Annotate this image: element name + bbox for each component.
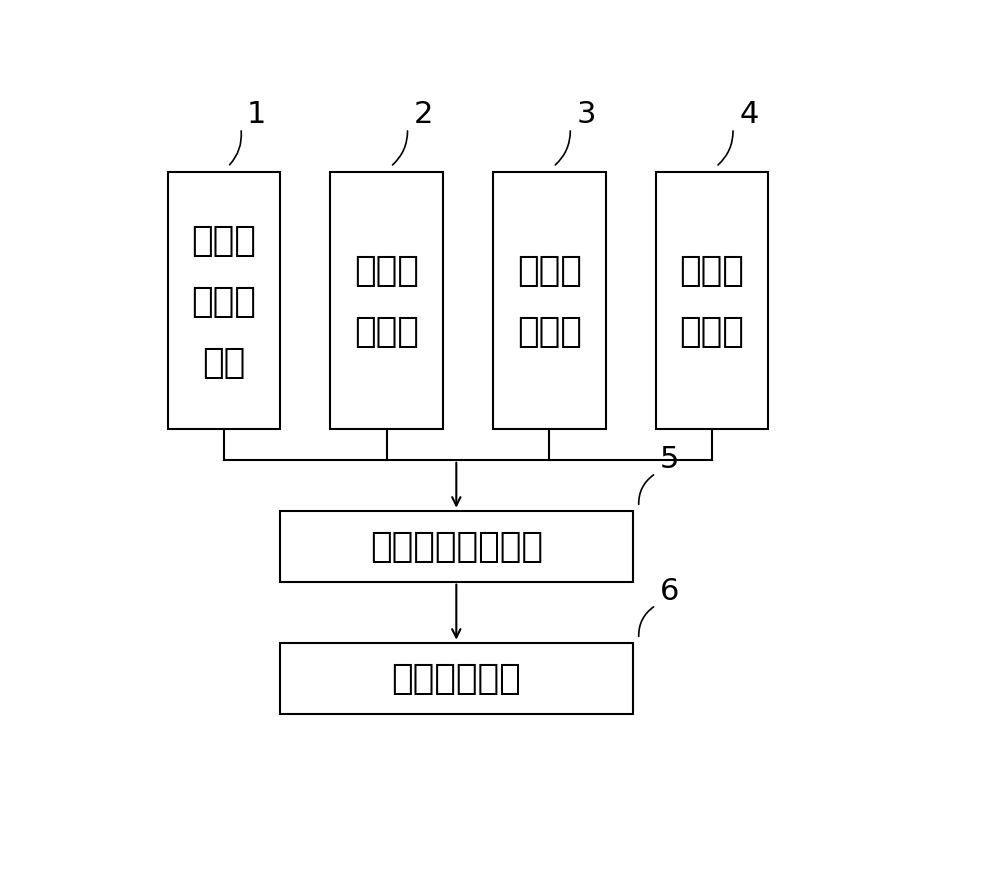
- Text: 数値仿真单元: 数値仿真单元: [391, 661, 521, 695]
- Text: 5: 5: [660, 445, 679, 474]
- Text: 4: 4: [739, 100, 759, 129]
- Text: 1: 1: [247, 100, 266, 129]
- Text: 3: 3: [576, 100, 596, 129]
- Text: 6: 6: [660, 577, 679, 606]
- Bar: [656, 173, 768, 430]
- Bar: [280, 643, 633, 714]
- Text: 2: 2: [414, 100, 433, 129]
- Text: 量子测
距单元: 量子测 距单元: [354, 254, 419, 349]
- Bar: [280, 511, 633, 582]
- Bar: [493, 173, 606, 430]
- Bar: [168, 173, 280, 430]
- Text: 星间测
角单元: 星间测 角单元: [517, 254, 582, 349]
- Bar: [330, 173, 443, 430]
- Text: 轨道攜
动模型
单元: 轨道攜 动模型 单元: [191, 224, 256, 379]
- Text: 轨道测
高单元: 轨道测 高单元: [680, 254, 744, 349]
- Text: 轨道估计模型单元: 轨道估计模型单元: [370, 529, 543, 564]
